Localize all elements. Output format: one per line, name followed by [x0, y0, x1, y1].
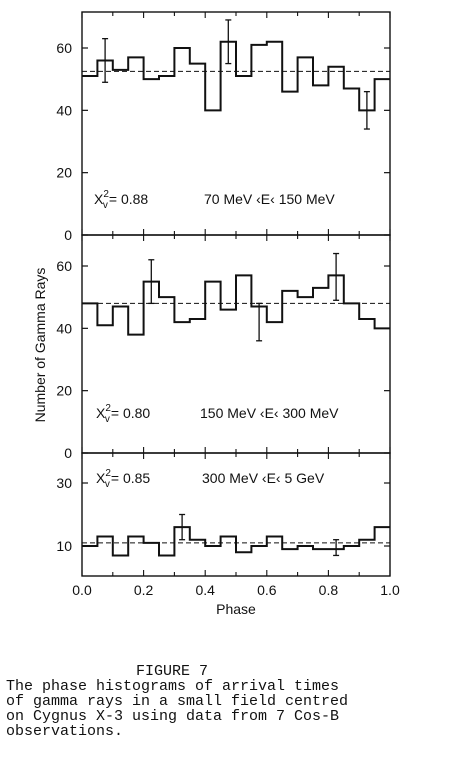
energy-range-annotation: 300 MeV ‹E‹ 5 GeV — [202, 470, 325, 486]
y-tick-label: 40 — [56, 320, 72, 336]
chi-squared-annotation: X2 v= 0.85 — [96, 468, 150, 490]
energy-range-annotation: 70 MeV ‹E‹ 150 MeV — [204, 191, 335, 207]
y-tick-label: 40 — [56, 102, 72, 118]
caption-line: of gamma rays in a small field centred — [6, 693, 349, 710]
x-axis-label: Phase — [216, 601, 256, 617]
energy-range-annotation: 150 MeV ‹E‹ 300 MeV — [200, 405, 339, 421]
x-tick-label: 1.0 — [380, 582, 400, 598]
x-tick-label: 0.6 — [257, 582, 277, 598]
figure-caption: FIGURE 7 The phase histograms of arrival… — [6, 664, 458, 739]
histogram-series — [82, 274, 390, 336]
histogram-series — [82, 40, 390, 112]
caption-line: observations. — [6, 723, 124, 740]
chi-squared-annotation: X2 v= 0.80 — [96, 403, 150, 425]
x-tick-labels: 0.0 0.2 0.4 0.6 0.8 1.0 — [72, 582, 400, 598]
x-tick-label: 0.4 — [195, 582, 215, 598]
chi-squared-annotation: X2 v= 0.88 — [94, 189, 148, 211]
panel-bottom: 10 30 X2 v= 0.85 300 MeV ‹E‹ 5 GeV — [56, 452, 391, 577]
caption-title: FIGURE 7 — [136, 663, 209, 680]
histogram-panels: 0 20 40 60 X2 v= 0.88 70 MeV ‹E‹ 150 MeV 0 20 40 6… — [56, 11, 400, 598]
panel-top: 0 20 40 60 X2 v= 0.88 70 MeV ‹E‹ 150 MeV — [56, 11, 391, 243]
y-tick-label: 10 — [56, 538, 72, 554]
panel-middle: 0 20 40 60 X2 v= 0.80 150 MeV ‹E‹ 300 MeV — [56, 234, 391, 461]
y-tick-label: 60 — [56, 40, 72, 56]
y-tick-label: 20 — [56, 165, 72, 181]
caption-line: on Cygnus X-3 using data from 7 Cos-B — [6, 708, 340, 725]
y-tick-label: 0 — [64, 227, 72, 243]
figure-7-chart: 0 20 40 60 X2 v= 0.88 70 MeV ‹E‹ 150 MeV 0 20 40 6… — [32, 11, 400, 617]
y-tick-label: 0 — [64, 445, 72, 461]
caption-line: The phase histograms of arrival times — [6, 678, 340, 695]
histogram-series — [82, 526, 390, 557]
x-tick-label: 0.8 — [319, 582, 339, 598]
y-tick-label: 30 — [56, 475, 72, 491]
y-axis-label: Number of Gamma Rays — [32, 268, 48, 423]
x-tick-label: 0.0 — [72, 582, 92, 598]
x-tick-label: 0.2 — [134, 582, 154, 598]
y-tick-label: 20 — [56, 383, 72, 399]
y-tick-label: 60 — [56, 258, 72, 274]
